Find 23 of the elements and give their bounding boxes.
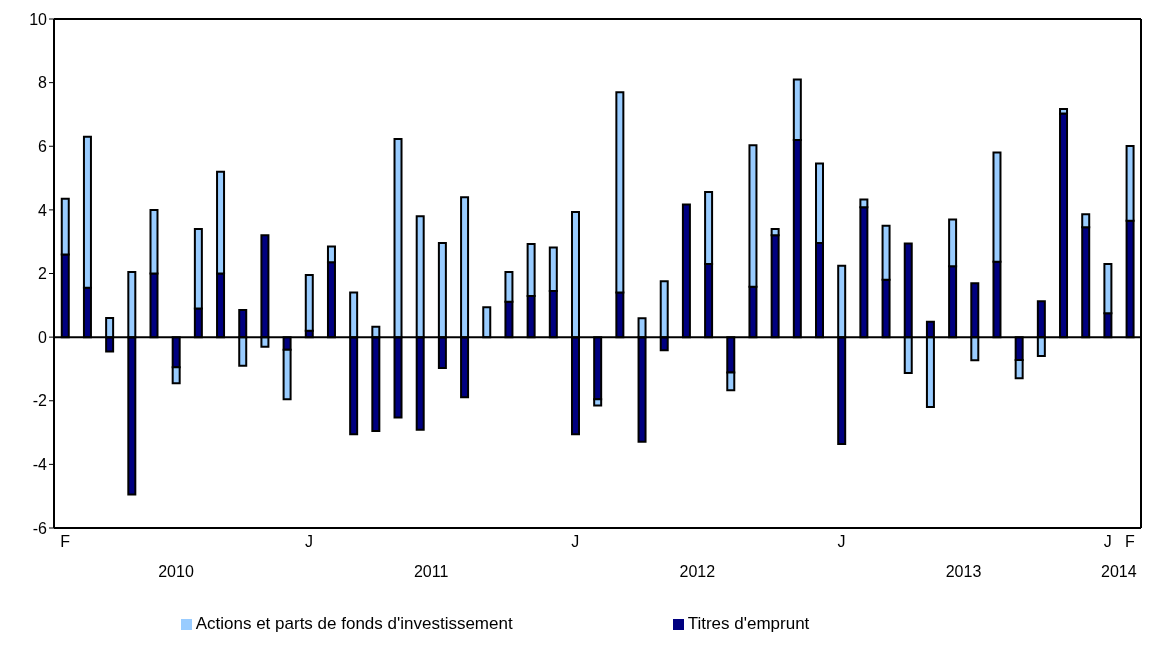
legend-label: Actions et parts de fonds d'investissement	[195, 614, 513, 633]
legend-label: Titres d'emprunt	[687, 614, 810, 633]
x-tick-label: J	[837, 533, 846, 551]
x-tick-label: F	[60, 533, 71, 551]
y-tick-label: -6	[32, 519, 48, 537]
y-tick-label: 2	[38, 265, 48, 283]
y-tick-label: -2	[32, 392, 48, 410]
text: 2010	[158, 563, 194, 581]
y-tick-label: 6	[38, 137, 48, 155]
text: 2011	[413, 563, 449, 581]
y-tick-label: -4	[32, 456, 48, 474]
x-tick-label: J	[305, 533, 314, 551]
y-tick-label: 8	[38, 74, 48, 92]
y-tick-label: 10	[29, 10, 48, 28]
text: 2014	[1101, 563, 1137, 581]
y-tick-label: 0	[38, 328, 48, 346]
bar	[304, 274, 314, 332]
y-tick-label: 4	[38, 201, 48, 219]
x-tick-label: J	[1103, 533, 1112, 551]
x-tick-label: J	[571, 533, 580, 551]
x-tick-label: F	[1125, 533, 1136, 551]
text: 2013	[945, 563, 982, 581]
text: 2012	[679, 563, 716, 581]
